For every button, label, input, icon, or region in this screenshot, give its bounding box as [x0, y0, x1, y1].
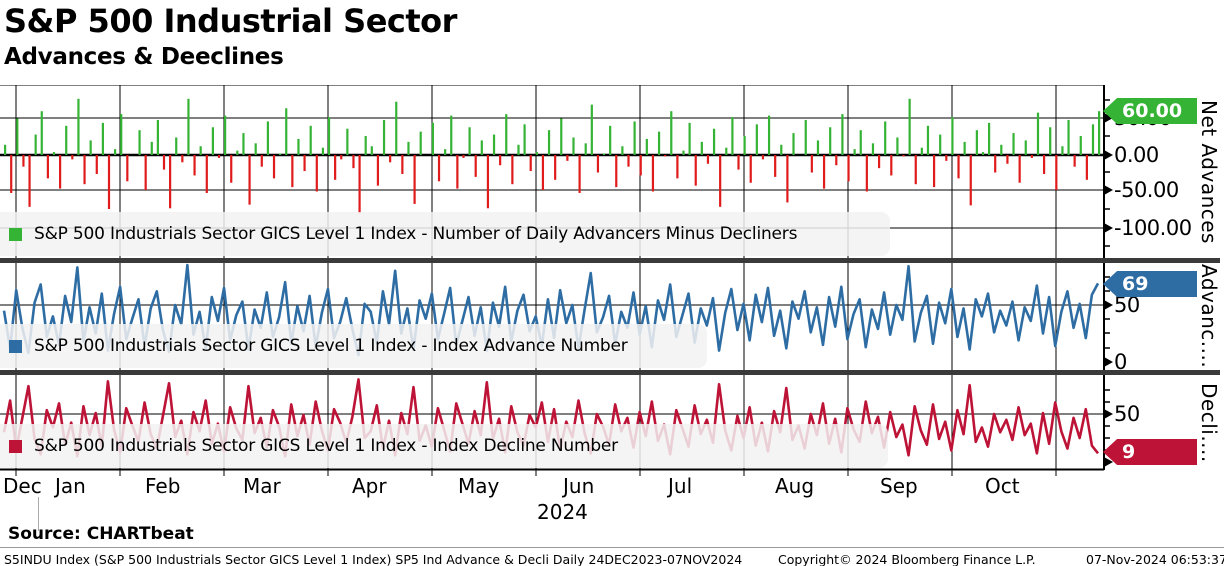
year-boundary-tick — [38, 497, 39, 531]
legend-label: S&P 500 Industrials Sector GICS Level 1 … — [34, 224, 798, 244]
ytick-p1-0: 0.00 — [1114, 143, 1159, 167]
legend-label: S&P 500 Industrials Sector GICS Level 1 … — [34, 436, 618, 456]
month-label-jan: Jan — [55, 474, 86, 498]
ytick-p3-50: 50 — [1114, 402, 1140, 426]
legend-label: S&P 500 Industrials Sector GICS Level 1 … — [34, 336, 628, 356]
ytick-p2-50: 50 — [1114, 293, 1140, 317]
panel-separator — [0, 258, 1220, 263]
page-subtitle: Advances & Deeclines — [4, 44, 284, 70]
month-label-dec: Dec — [3, 474, 42, 498]
legend-swatch-green — [9, 227, 22, 241]
ytick-p1-neg100: -100.00 — [1114, 216, 1192, 240]
footer-copyright: Copyright© 2024 Bloomberg Finance L.P. — [778, 552, 1036, 566]
last-value-badge-net[interactable]: 60.00 — [1103, 98, 1197, 124]
footer-bar: S5INDU Index (S&P 500 Industrials Sector… — [0, 547, 1224, 566]
footer-timestamp: 07-Nov-2024 06:53:37 — [1086, 552, 1224, 566]
month-label-apr: Apr — [352, 474, 387, 498]
x-axis-year-label: 2024 — [537, 500, 588, 524]
legend-swatch-crimson — [9, 439, 22, 453]
ytick-p1-neg50: -50.00 — [1114, 178, 1179, 202]
last-value-badge-declines[interactable]: 9 — [1103, 439, 1197, 465]
legend-decline-number[interactable]: S&P 500 Industrials Sector GICS Level 1 … — [0, 424, 888, 468]
month-label-feb: Feb — [145, 474, 181, 498]
axis-title-declines: Decli.... — [1197, 382, 1221, 463]
month-label-may: May — [458, 474, 500, 498]
page-title: S&P 500 Industrial Sector — [4, 2, 457, 40]
month-label-oct: Oct — [985, 474, 1020, 498]
ytick-p2-0: 0 — [1114, 350, 1127, 374]
month-label-sep: Sep — [880, 474, 918, 498]
axis-title-advances: Advanc.... — [1197, 264, 1221, 369]
legend-swatch-blue — [9, 339, 22, 353]
panel-separator — [0, 370, 1220, 375]
footer-security-info: S5INDU Index (S&P 500 Industrials Sector… — [4, 552, 743, 566]
month-label-jul: Jul — [668, 474, 693, 498]
source-label: Source: CHARTbeat — [8, 524, 194, 544]
last-value-badge-advances[interactable]: 69 — [1103, 271, 1197, 297]
month-label-mar: Mar — [243, 474, 281, 498]
month-label-aug: Aug — [775, 474, 815, 498]
x-axis-month-labels: Dec Jan Feb Mar Apr May Jun Jul Aug Sep Oct — [0, 474, 1104, 498]
legend-advance-number[interactable]: S&P 500 Industrials Sector GICS Level 1 … — [0, 324, 707, 368]
chart-canvas — [0, 85, 1113, 476]
month-label-jun: Jun — [563, 474, 595, 498]
legend-net-advances[interactable]: S&P 500 Industrials Sector GICS Level 1 … — [0, 212, 890, 256]
axis-title-net-advances: Net Advances — [1197, 99, 1221, 244]
